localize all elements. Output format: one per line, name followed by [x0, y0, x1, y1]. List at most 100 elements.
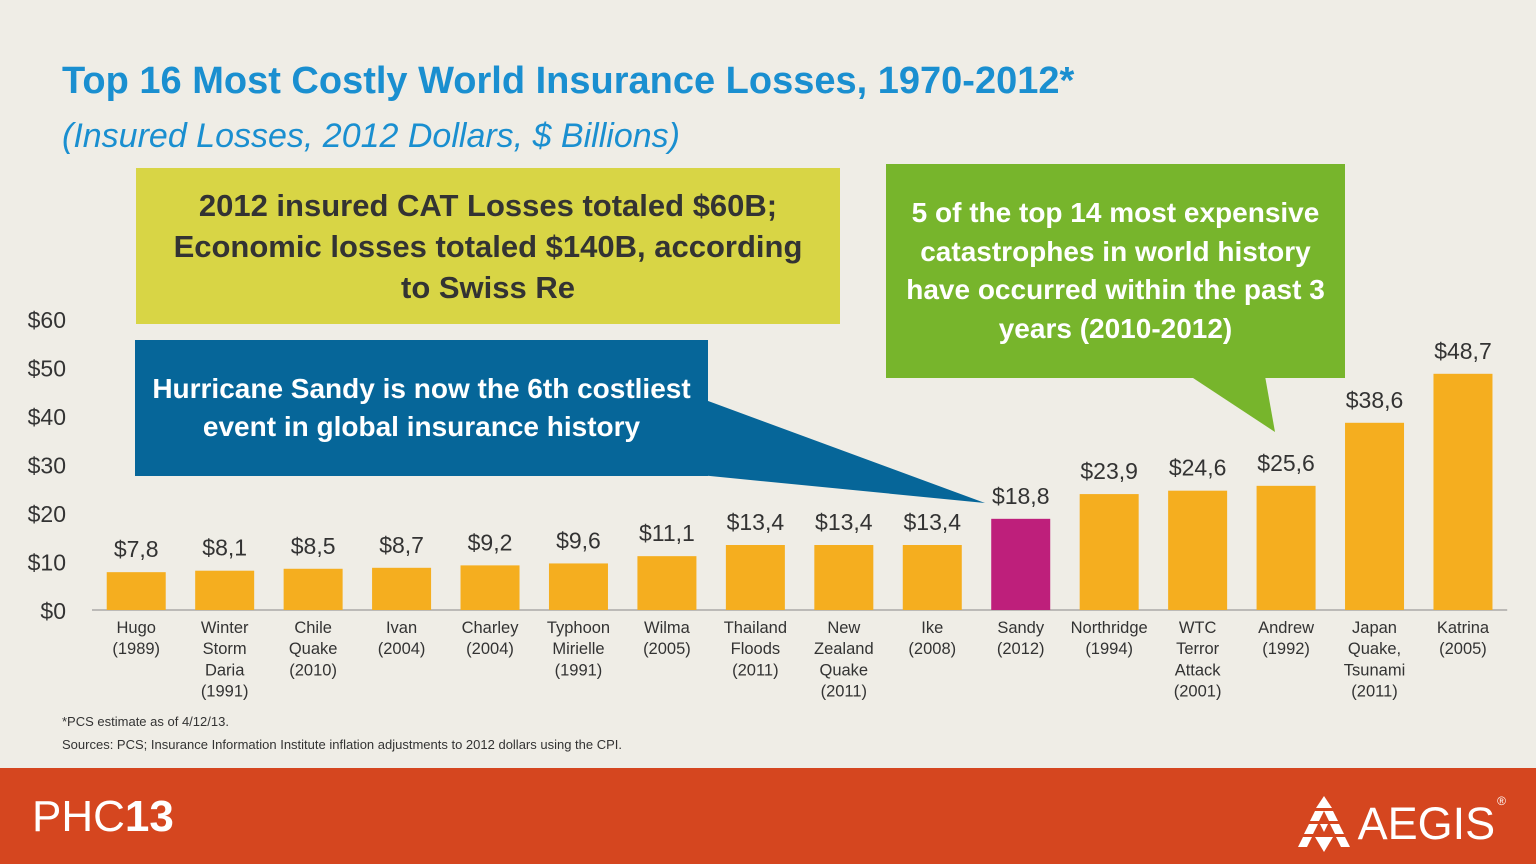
- y-tick-label: $50: [28, 356, 66, 382]
- bar: [1256, 485, 1316, 610]
- bar-value-label: $8,7: [379, 532, 424, 558]
- category-label: Chile Quake (2010): [289, 619, 338, 679]
- category-label-line: Wilma: [644, 619, 691, 637]
- bar-value-label: $8,1: [202, 535, 247, 561]
- category-label-line: (1991): [555, 661, 603, 679]
- category-label-line: Northridge: [1071, 619, 1148, 637]
- category-label-line: Quake: [820, 661, 869, 679]
- bar: [106, 572, 166, 610]
- category-label-line: Quake,: [1348, 640, 1401, 658]
- bar-value-label: $7,8: [114, 536, 159, 562]
- category-label-line: Hugo: [116, 619, 155, 637]
- category-label-line: (2001): [1174, 683, 1222, 701]
- bar: [195, 570, 255, 610]
- category-label: Andrew (1992): [1258, 619, 1314, 658]
- bar-value-label: $11,1: [639, 520, 695, 546]
- bar: [283, 568, 343, 610]
- bar: [725, 545, 785, 610]
- aegis-mark-icon: [1297, 796, 1350, 852]
- category-label: Ivan (2004): [378, 619, 426, 658]
- category-label: Thailand Floods (2011): [724, 619, 787, 679]
- category-label-line: (1989): [112, 640, 160, 658]
- bar: [637, 556, 697, 610]
- category-label-line: Charley: [462, 619, 520, 637]
- category-label-line: (2011): [732, 661, 778, 679]
- category-label-line: (1994): [1085, 640, 1133, 658]
- bar: [1168, 490, 1228, 610]
- category-label-line: (2011): [821, 683, 867, 701]
- category-label-line: Ivan: [386, 619, 417, 637]
- bar: [814, 545, 874, 610]
- bar-value-label: $9,2: [468, 529, 513, 555]
- category-label-line: (2010): [289, 661, 337, 679]
- category-label-line: Storm: [203, 640, 247, 658]
- category-label-line: Chile: [294, 619, 332, 637]
- category-label-line: Sandy: [997, 619, 1045, 637]
- category-label-line: Andrew: [1258, 619, 1314, 637]
- y-tick-label: $40: [28, 404, 66, 430]
- category-label-line: New: [827, 619, 860, 637]
- category-label-line: Quake: [289, 640, 338, 658]
- category-label: Wilma (2005): [643, 619, 691, 658]
- category-label-line: (2012): [997, 640, 1045, 658]
- chart-subtitle: (Insured Losses, 2012 Dollars, $ Billion…: [62, 117, 680, 155]
- bar-value-label: $13,4: [727, 509, 785, 535]
- category-label-line: (2005): [643, 640, 691, 658]
- category-label-line: (2004): [378, 640, 426, 658]
- category-label-line: (2011): [1351, 683, 1397, 701]
- category-label: Northridge (1994): [1071, 619, 1148, 658]
- category-label-line: Tsunami: [1344, 661, 1405, 679]
- bar: [372, 567, 432, 610]
- category-label-line: WTC: [1179, 619, 1217, 637]
- bar: [1433, 373, 1493, 610]
- bar-chart: $0 $10 $20 $30 $40 $50 $60 $7,8 Hugo (1989) $8,1 Wi…: [28, 307, 1508, 701]
- category-label-line: Winter: [201, 619, 249, 637]
- category-label-line: (2004): [466, 640, 514, 658]
- footnote-sources: Sources: PCS; Insurance Information Inst…: [62, 737, 623, 752]
- category-label: Winter Storm Daria (1991): [201, 619, 249, 701]
- bar: [991, 518, 1051, 610]
- category-label: Hugo (1989): [112, 619, 160, 658]
- bar: [902, 545, 962, 610]
- swiss-re-callout: 2012 insured CAT Losses totaled $60B; Ec…: [136, 168, 840, 324]
- category-label-line: Daria: [205, 661, 245, 679]
- aegis-logo: AEGIS ®: [1297, 794, 1506, 854]
- registered-mark: ®: [1497, 794, 1506, 808]
- bar: [548, 563, 608, 610]
- category-label-line: (2005): [1439, 640, 1487, 658]
- blue-callout-pointer: [700, 398, 985, 503]
- bar-value-label: $25,6: [1257, 450, 1315, 476]
- category-label: WTC Terror Attack (2001): [1174, 619, 1222, 701]
- bar-value-label: $13,4: [903, 509, 961, 535]
- recent-catastrophes-callout: 5 of the top 14 most expensive catastrop…: [886, 164, 1345, 378]
- category-label-line: Mirielle: [552, 640, 604, 658]
- category-label-line: Terror: [1176, 640, 1220, 658]
- category-label-line: Zealand: [814, 640, 874, 658]
- phc-logo-text: PHC: [32, 792, 125, 841]
- category-label: Sandy (2012): [997, 619, 1045, 658]
- bar-value-label: $9,6: [556, 527, 601, 553]
- green-callout-pointer: [1190, 376, 1275, 432]
- category-label-line: Katrina: [1437, 619, 1490, 637]
- category-label-line: Thailand: [724, 619, 787, 637]
- bar-value-label: $18,8: [992, 483, 1050, 509]
- category-label: Katrina (2005): [1437, 619, 1490, 658]
- bar-value-label: $23,9: [1080, 458, 1138, 484]
- y-tick-label: $0: [40, 598, 66, 624]
- footer-bar: PHC13 AEGIS ®: [0, 768, 1536, 864]
- y-tick-label: $10: [28, 550, 66, 576]
- category-label-line: (1992): [1262, 640, 1310, 658]
- category-label-line: Ike: [921, 619, 943, 637]
- category-label: Japan Quake, Tsunami (2011): [1344, 619, 1405, 701]
- y-tick-label: $30: [28, 453, 66, 479]
- category-label-line: (1991): [201, 683, 249, 701]
- category-label: Ike (2008): [908, 619, 956, 658]
- category-label: Typhoon Mirielle (1991): [547, 619, 610, 679]
- y-tick-label: $60: [28, 307, 66, 333]
- bar: [460, 565, 520, 610]
- bar: [1345, 422, 1405, 610]
- category-label-line: Floods: [731, 640, 781, 658]
- category-label-line: (2008): [908, 640, 956, 658]
- category-label-line: Japan: [1352, 619, 1397, 637]
- bar-value-label: $8,5: [291, 533, 336, 559]
